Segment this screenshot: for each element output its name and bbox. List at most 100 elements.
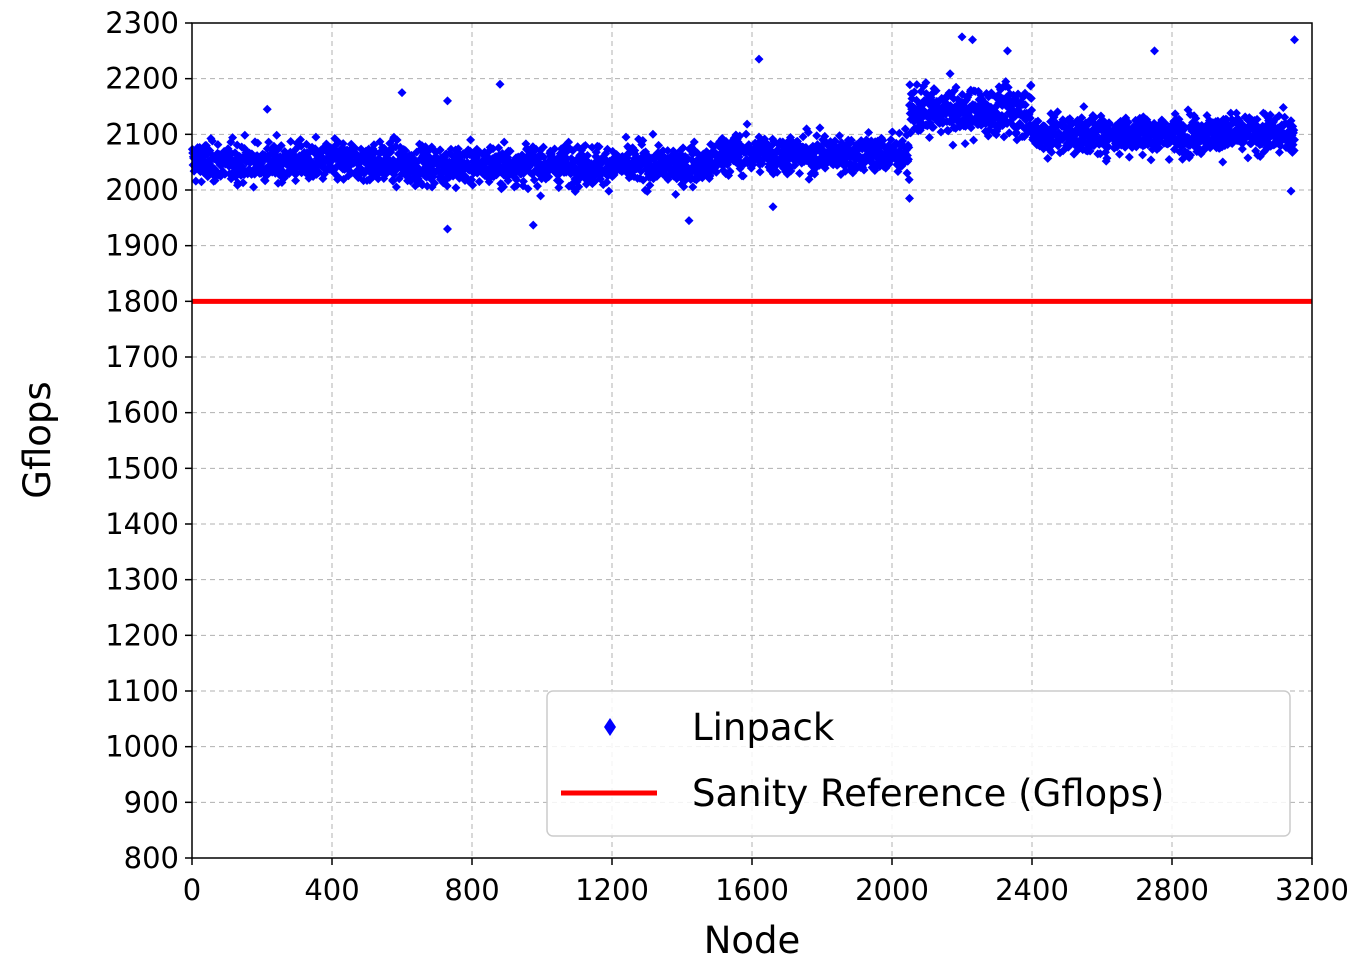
linpack-point [391,182,401,192]
linpack-point [564,137,574,147]
y-tick-label: 1700 [105,340,179,374]
linpack-point [723,160,732,170]
linpack-point [689,137,699,147]
linpack-point [1150,46,1159,56]
linpack-point [523,184,533,194]
linpack-point [905,80,915,90]
linpack-point [1077,113,1087,123]
y-tick-label: 1800 [105,284,179,318]
linpack-point [1103,142,1113,152]
linpack-point [1025,113,1035,123]
linpack-point [430,178,440,188]
linpack-point [912,80,922,90]
linpack-point [1047,147,1057,157]
x-tick-label: 1600 [715,873,789,907]
y-tick-label: 2300 [105,6,179,40]
linpack-point [905,193,914,203]
linpack-point [494,143,504,153]
linpack-point [1026,93,1036,103]
linpack-point [499,182,508,192]
linpack-point [684,216,694,226]
linpack-point [1252,114,1262,124]
linpack-point [291,176,301,186]
linpack-point [1265,110,1275,120]
linpack-point [688,182,698,192]
linpack-point [1053,107,1063,117]
linpack-point [474,177,484,187]
linpack-point [738,171,748,181]
linpack-point [957,32,967,42]
linpack-point [638,135,648,145]
linpack-point [555,177,565,187]
linpack-point [1123,117,1133,127]
linpack-point [859,165,869,175]
linpack-point [864,127,874,137]
linpack-point [505,146,515,156]
linpack-point [583,150,592,160]
linpack-point [602,177,612,187]
linpack-point [213,140,223,150]
linpack-point [466,135,476,145]
linpack-point [512,180,522,190]
linpack-point [1218,157,1228,167]
linpack-point [1280,112,1290,122]
linpack-point [286,136,296,146]
y-tick-label: 1300 [105,563,179,597]
linpack-point [951,123,961,133]
linpack-point [276,141,286,151]
linpack-point [1178,121,1188,131]
linpack-point [1027,105,1037,115]
linpack-point [518,176,528,186]
linpack-point [915,125,925,135]
legend: Linpack Sanity Reference (Gflops) [546,690,1291,837]
linpack-point [311,132,321,142]
linpack-point [451,183,461,193]
linpack-point [887,127,897,137]
linpack-point [742,119,752,129]
linpack-point [904,142,914,152]
linpack-point [928,122,938,132]
linpack-point [536,191,546,201]
linpack-point [228,133,238,143]
linpack-point [529,175,539,185]
linpack-point [921,78,931,88]
linpack-point [983,131,993,141]
x-tick-label: 2000 [855,873,929,907]
linpack-point [678,143,688,153]
linpack-point [815,123,825,133]
linpack-point [544,172,554,182]
linpack-point [1043,153,1053,163]
linpack-point [812,131,822,141]
x-tick-label: 1200 [575,873,649,907]
linpack-point [528,220,538,230]
linpack-point [820,131,830,141]
linpack-point [1164,155,1174,165]
x-tick-label: 2800 [1135,873,1209,907]
x-axis-label: Node [704,919,801,958]
x-tick-label: 2400 [995,873,1069,907]
linpack-point [1237,144,1247,154]
linpack-point [1154,143,1164,153]
linpack-point [1004,128,1014,138]
linpack-point [499,137,509,147]
linpack-point [580,141,590,151]
y-ticks: 800 900 1000 1100 1200 1300 1400 1500 1600 1700 18… [105,6,192,875]
linpack-point [233,178,243,188]
linpack-point [191,176,201,186]
linpack-point [443,96,452,106]
y-tick-label: 800 [124,841,179,875]
linpack-point [1138,150,1148,160]
linpack-point [903,154,913,164]
linpack-point [1146,155,1156,165]
linpack-point [679,182,689,192]
linpack-point [604,186,614,196]
linpack-point [397,88,407,98]
linpack-point [924,133,934,143]
linpack-point [272,130,282,140]
linpack-point [1089,113,1099,123]
linpack-point [711,167,721,177]
linpack-point [532,181,542,191]
linpack-point [488,144,498,154]
linpack-point [951,82,961,92]
linpack-point [741,129,751,139]
